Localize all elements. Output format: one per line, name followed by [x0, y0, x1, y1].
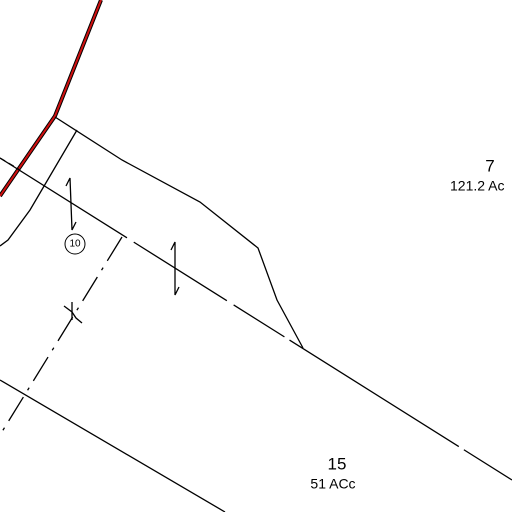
parcel-line	[0, 379, 226, 512]
break-symbol	[65, 177, 77, 231]
parcel-line	[0, 129, 78, 247]
marker-circle	[64, 233, 86, 255]
break-symbol	[170, 241, 180, 296]
parcel-number: 15	[328, 454, 347, 473]
marker-label: 10	[69, 239, 81, 250]
parcel-area: 51 ACc	[310, 476, 355, 492]
parcel-area: 121.2 Ac	[450, 178, 505, 194]
dashed-line	[0, 157, 21, 171]
dash-dot-line	[0, 236, 123, 436]
dashed-line	[0, 157, 512, 481]
parcel-line	[54, 116, 304, 349]
parcel-number: 7	[485, 156, 494, 175]
break-symbol	[63, 305, 83, 324]
